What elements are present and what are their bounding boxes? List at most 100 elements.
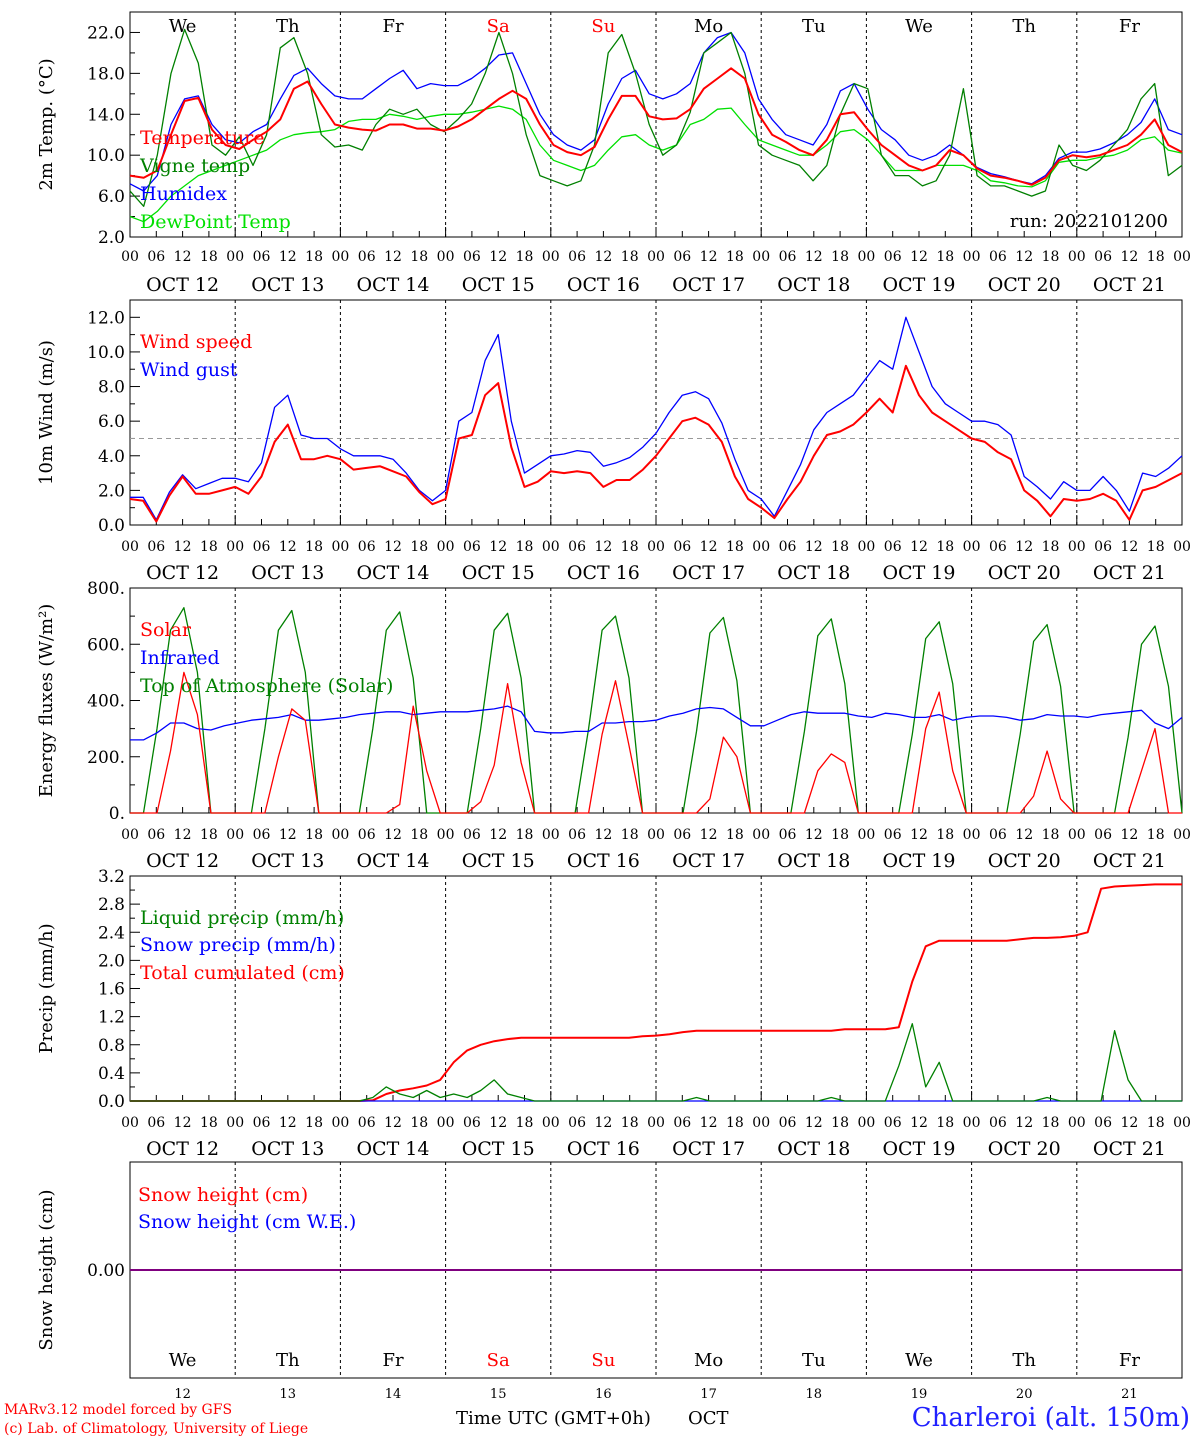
x-hour-label: 18 <box>726 1115 744 1131</box>
chart-panel-1: 2.0 6.0 10.0 14.0 18.0 22.0 2m Temp. (°C) 00 06 1… <box>36 11 1191 296</box>
x-hour-label: 06 <box>673 249 691 265</box>
x-date-label: OCT 18 <box>777 562 850 584</box>
x-hour-label: 06 <box>568 539 586 555</box>
x-hour-label: 06 <box>358 827 376 843</box>
x-hour-label: 06 <box>147 539 165 555</box>
x-hour-label: 18 <box>516 249 534 265</box>
x-hour-label: 00 <box>121 1115 139 1131</box>
x-hour-label: 18 <box>516 539 534 555</box>
plot-frame <box>129 587 1183 814</box>
x-hour-label: 06 <box>989 539 1007 555</box>
x-hour-label: 12 <box>489 1115 507 1131</box>
weekday-label: We <box>169 1350 197 1371</box>
y-axis-label: 10m Wind (m/s) <box>36 340 57 485</box>
x-hour-label: 18 <box>305 827 323 843</box>
x-hour-label: 12 <box>1015 1115 1033 1131</box>
x-date-label: OCT 18 <box>777 274 850 296</box>
x-hour-label: 12 <box>174 539 192 555</box>
x-hour-label: 00 <box>1068 249 1086 265</box>
x-date-label: OCT 12 <box>146 850 219 872</box>
x-hour-label: 06 <box>1094 539 1112 555</box>
x-hour-label: 06 <box>358 249 376 265</box>
x-hour-label: 12 <box>594 827 612 843</box>
plot-frame <box>129 11 1183 238</box>
x-date-label: OCT 13 <box>251 1138 324 1160</box>
x-date-label: OCT 17 <box>672 850 745 872</box>
x-hour-label: 00 <box>226 249 244 265</box>
y-tick-label: 800. <box>87 579 125 599</box>
weekday-label: We <box>905 16 933 37</box>
day-number-label: 12 <box>174 1387 191 1402</box>
x-hour-label: 06 <box>989 249 1007 265</box>
y-tick-label: 2.0 <box>98 228 125 248</box>
x-date-label: OCT 21 <box>1093 274 1166 296</box>
x-hour-label: 12 <box>489 249 507 265</box>
x-date-label: OCT 19 <box>882 562 955 584</box>
legend-entry: Solar <box>140 619 192 641</box>
x-hour-label: 00 <box>752 827 770 843</box>
x-hour-label: 00 <box>857 539 875 555</box>
x-hour-label: 18 <box>1042 539 1060 555</box>
x-hour-label: 18 <box>831 1115 849 1131</box>
y-tick-label: 0.8 <box>98 1036 125 1056</box>
series-line <box>130 316 1183 521</box>
y-tick-label: 0.0 <box>98 516 125 536</box>
x-hour-label: 12 <box>489 539 507 555</box>
series-line <box>129 105 1183 223</box>
x-hour-label: 12 <box>1120 1115 1138 1131</box>
x-hour-label: 12 <box>174 249 192 265</box>
x-hour-label: 00 <box>542 827 560 843</box>
x-date-label: OCT 16 <box>567 274 640 296</box>
x-date-label: OCT 15 <box>462 562 535 584</box>
x-hour-label: 18 <box>831 827 849 843</box>
x-hour-label: 12 <box>805 539 823 555</box>
x-date-label: OCT 15 <box>462 1138 535 1160</box>
x-axis-label: Time UTC (GMT+0h) <box>456 1408 651 1429</box>
x-hour-label: 00 <box>647 1115 665 1131</box>
y-tick-label: 2.4 <box>98 923 125 943</box>
y-tick-label: 400. <box>87 692 125 712</box>
x-hour-label: 12 <box>279 539 297 555</box>
x-hour-label: 06 <box>568 827 586 843</box>
x-hour-label: 00 <box>542 539 560 555</box>
day-number-label: 14 <box>385 1387 402 1402</box>
x-hour-label: 12 <box>910 1115 928 1131</box>
x-hour-label: 06 <box>884 539 902 555</box>
y-tick-label: 6.0 <box>98 412 125 432</box>
x-hour-label: 00 <box>1173 1115 1191 1131</box>
run-annotation: run: 2022101200 <box>1010 211 1168 232</box>
x-hour-label: 12 <box>805 827 823 843</box>
chart-panel-4: 0.0 0.4 0.8 1.2 1.6 2.0 2.4 2.8 3.2 Precip (mm/h)… <box>36 867 1191 1160</box>
day-number-label: 17 <box>700 1387 717 1402</box>
x-hour-label: 12 <box>1015 539 1033 555</box>
x-hour-label: 00 <box>1068 1115 1086 1131</box>
x-hour-label: 12 <box>700 827 718 843</box>
x-date-label: OCT 19 <box>882 274 955 296</box>
chart-panel-3: 0. 200. 400. 600. 800. Energy fluxes (W/m²) 00… <box>36 579 1191 872</box>
day-number-label: 16 <box>595 1387 612 1402</box>
x-hour-label: 06 <box>673 827 691 843</box>
x-date-label: OCT 21 <box>1093 1138 1166 1160</box>
weekday-label: Th <box>276 1350 300 1371</box>
x-hour-label: 18 <box>200 1115 218 1131</box>
weekday-label: Th <box>1012 16 1036 37</box>
x-date-label: OCT 19 <box>882 850 955 872</box>
weekday-label: Tu <box>802 1350 826 1371</box>
x-hour-label: 00 <box>542 1115 560 1131</box>
x-hour-label: 12 <box>1015 827 1033 843</box>
x-hour-label: 12 <box>384 1115 402 1131</box>
x-date-label: OCT 16 <box>567 562 640 584</box>
x-hour-label: 12 <box>1015 249 1033 265</box>
x-hour-label: 12 <box>384 539 402 555</box>
weekday-label: Su <box>591 16 615 37</box>
x-hour-label: 06 <box>989 1115 1007 1131</box>
x-hour-label: 12 <box>805 1115 823 1131</box>
x-hour-label: 06 <box>463 1115 481 1131</box>
x-date-label: OCT 14 <box>356 1138 429 1160</box>
x-hour-label: 18 <box>726 539 744 555</box>
x-hour-label: 18 <box>1147 539 1165 555</box>
x-hour-label: 00 <box>226 539 244 555</box>
x-date-label: OCT 20 <box>988 850 1061 872</box>
x-hour-label: 12 <box>384 249 402 265</box>
